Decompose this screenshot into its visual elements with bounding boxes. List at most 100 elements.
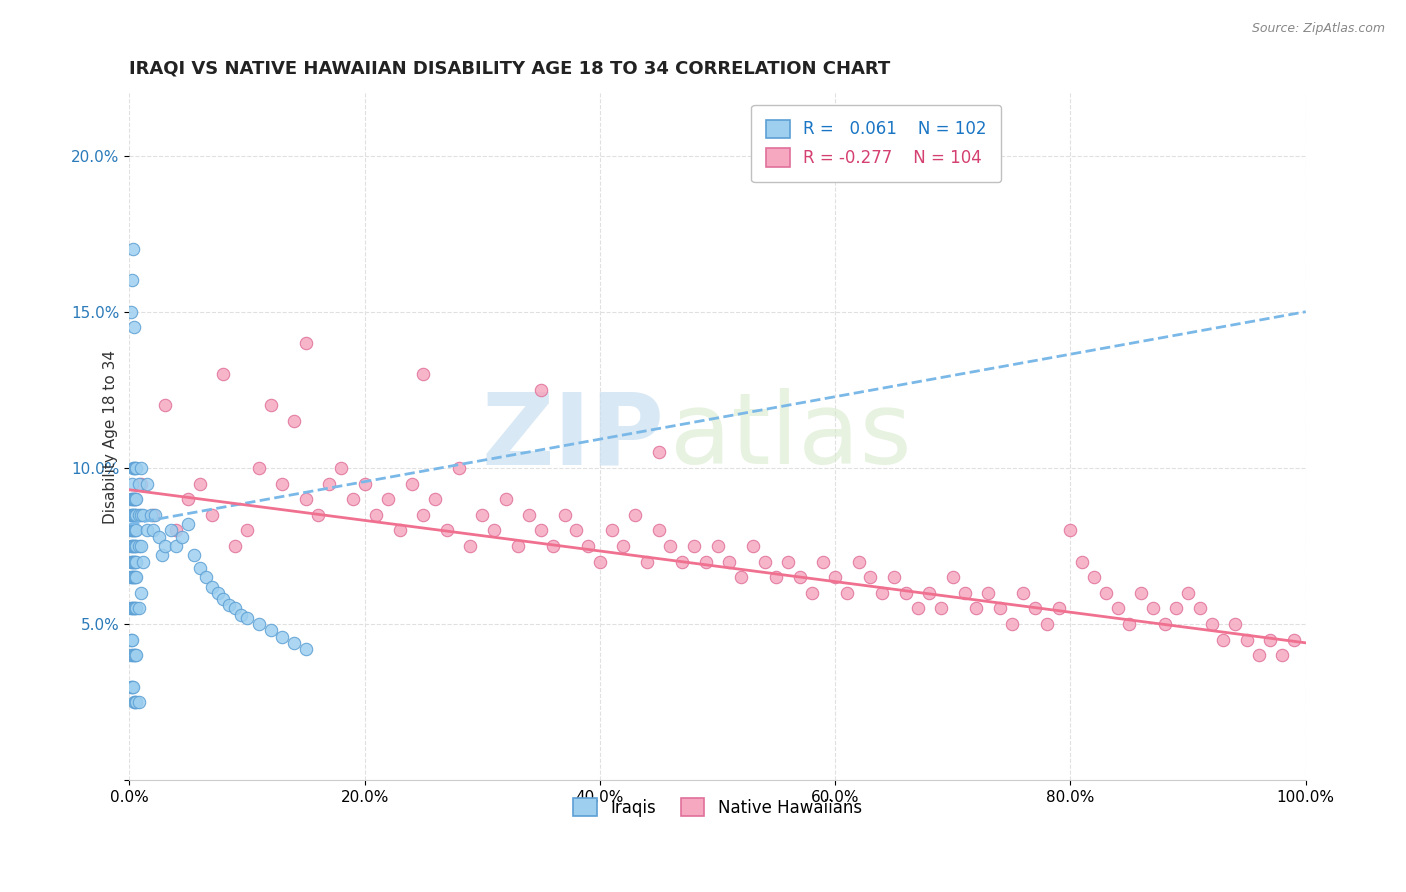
Point xyxy=(125,508,148,522)
Point xyxy=(125,461,148,475)
Point xyxy=(1012,586,1035,600)
Point xyxy=(401,476,423,491)
Point xyxy=(121,680,143,694)
Point xyxy=(236,524,259,538)
Point xyxy=(121,539,143,553)
Point xyxy=(121,524,143,538)
Point xyxy=(530,383,553,397)
Point xyxy=(1094,586,1116,600)
Point xyxy=(128,695,150,709)
Point xyxy=(136,476,159,491)
Point xyxy=(1177,586,1199,600)
Point xyxy=(953,586,976,600)
Point xyxy=(125,648,148,663)
Point xyxy=(589,555,612,569)
Point xyxy=(1071,555,1094,569)
Point xyxy=(125,539,148,553)
Point xyxy=(121,461,143,475)
Point xyxy=(120,570,142,584)
Point xyxy=(1059,524,1081,538)
Point xyxy=(122,492,145,507)
Point xyxy=(177,492,200,507)
Point xyxy=(212,592,235,607)
Point xyxy=(124,555,146,569)
Point xyxy=(342,492,364,507)
Point xyxy=(132,555,155,569)
Point xyxy=(824,570,846,584)
Point xyxy=(128,476,150,491)
Point xyxy=(236,611,259,625)
Point xyxy=(412,368,434,382)
Point xyxy=(125,492,148,507)
Point xyxy=(122,601,145,615)
Point xyxy=(124,492,146,507)
Point xyxy=(121,570,143,584)
Point xyxy=(122,570,145,584)
Point xyxy=(165,524,187,538)
Legend: Iraqis, Native Hawaiians: Iraqis, Native Hawaiians xyxy=(567,791,869,823)
Point xyxy=(541,539,564,553)
Point xyxy=(1083,570,1105,584)
Point xyxy=(576,539,599,553)
Point xyxy=(218,599,240,613)
Point xyxy=(1024,601,1046,615)
Point xyxy=(247,461,270,475)
Point xyxy=(125,601,148,615)
Point xyxy=(648,524,671,538)
Point xyxy=(121,555,143,569)
Point xyxy=(121,570,143,584)
Point xyxy=(120,539,142,553)
Point xyxy=(121,632,143,647)
Point xyxy=(1001,617,1024,632)
Point xyxy=(128,539,150,553)
Point xyxy=(125,555,148,569)
Point xyxy=(353,476,375,491)
Point xyxy=(612,539,634,553)
Point xyxy=(125,570,148,584)
Point xyxy=(121,680,143,694)
Point xyxy=(122,555,145,569)
Point xyxy=(436,524,458,538)
Point xyxy=(918,586,941,600)
Point xyxy=(121,648,143,663)
Point xyxy=(247,617,270,632)
Point xyxy=(565,524,588,538)
Point xyxy=(1142,601,1164,615)
Point xyxy=(122,695,145,709)
Point xyxy=(294,335,316,350)
Point xyxy=(121,555,143,569)
Point xyxy=(517,508,540,522)
Point xyxy=(120,601,142,615)
Point xyxy=(159,524,181,538)
Point xyxy=(835,586,858,600)
Point xyxy=(259,624,281,638)
Point xyxy=(730,570,752,584)
Point xyxy=(848,555,870,569)
Point xyxy=(148,530,170,544)
Point xyxy=(859,570,882,584)
Point xyxy=(143,508,166,522)
Point xyxy=(1260,632,1282,647)
Point xyxy=(1188,601,1211,615)
Point xyxy=(271,476,294,491)
Point xyxy=(229,607,252,622)
Point xyxy=(125,524,148,538)
Text: ZIP: ZIP xyxy=(482,388,665,485)
Point xyxy=(120,555,142,569)
Point xyxy=(120,508,142,522)
Point xyxy=(124,508,146,522)
Point xyxy=(125,695,148,709)
Point xyxy=(624,508,647,522)
Point xyxy=(425,492,447,507)
Point xyxy=(412,508,434,522)
Point xyxy=(659,539,682,553)
Point xyxy=(122,524,145,538)
Point xyxy=(683,539,706,553)
Point xyxy=(988,601,1011,615)
Point xyxy=(194,570,217,584)
Point xyxy=(224,601,246,615)
Point xyxy=(120,492,142,507)
Point xyxy=(495,492,517,507)
Point xyxy=(447,461,470,475)
Point xyxy=(706,539,728,553)
